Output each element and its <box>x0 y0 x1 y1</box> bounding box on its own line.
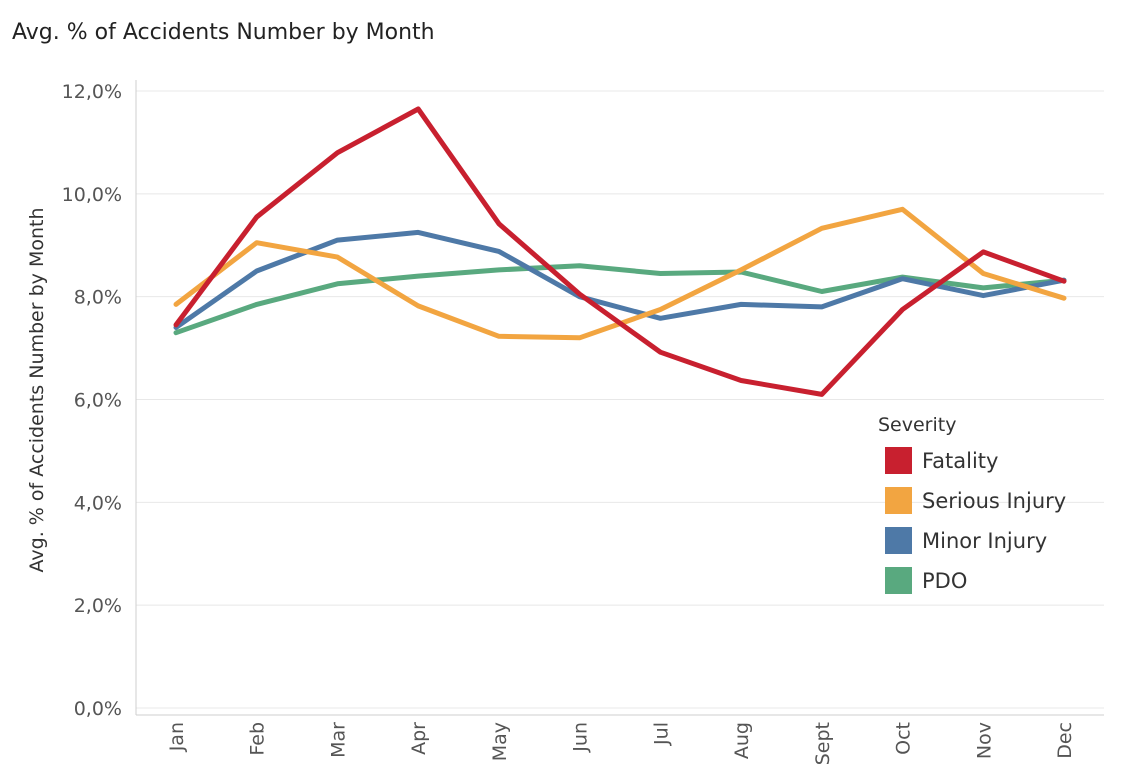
x-tick-label: Jul <box>650 722 672 746</box>
gridlines <box>136 90 1104 709</box>
x-tick-label: Oct <box>893 722 915 755</box>
legend-swatch <box>885 567 912 594</box>
x-tick-label: Aug <box>731 722 753 759</box>
x-tick-labels: Jan Feb Mar Apr May Jun Jul Aug Sept Oct Nov Dec <box>166 722 1076 765</box>
legend-item-pdo[interactable]: PDO <box>885 567 967 594</box>
series-lines <box>173 106 1067 397</box>
x-tick-label: Jun <box>570 722 592 753</box>
x-tick-label: Mar <box>327 722 349 758</box>
y-tick-label: 0,0% <box>74 698 122 720</box>
x-tick-label: Feb <box>247 722 269 756</box>
x-tick-label: Sept <box>812 722 834 765</box>
legend-item-serious-injury[interactable]: Serious Injury <box>885 487 1066 514</box>
y-axis-label: Avg. % of Accidents Number by Month <box>26 208 48 573</box>
legend-swatch <box>885 447 912 474</box>
y-tick-labels: 0,0% 2,0% 4,0% 6,0% 8,0% 10,0% 12,0% <box>62 81 122 720</box>
series-line-minor-injury[interactable] <box>173 229 1067 330</box>
series-line-pdo[interactable] <box>173 263 1067 336</box>
chart-title: Avg. % of Accidents Number by Month <box>12 20 435 45</box>
legend[interactable]: Severity Fatality Serious Injury Minor Inju… <box>878 414 1066 594</box>
x-tick-label: Dec <box>1054 722 1076 759</box>
legend-item-minor-injury[interactable]: Minor Injury <box>885 527 1047 554</box>
legend-label: PDO <box>922 569 967 593</box>
series-line-fatality[interactable] <box>173 106 1067 397</box>
legend-swatch <box>885 527 912 554</box>
legend-title: Severity <box>878 414 956 436</box>
y-tick-label: 6,0% <box>74 390 122 412</box>
legend-item-fatality[interactable]: Fatality <box>885 447 998 474</box>
y-tick-label: 4,0% <box>74 492 122 514</box>
legend-label: Minor Injury <box>922 529 1047 553</box>
y-tick-label: 12,0% <box>62 81 122 103</box>
y-tick-label: 2,0% <box>74 595 122 617</box>
legend-label: Fatality <box>922 449 998 473</box>
y-tick-label: 10,0% <box>62 184 122 206</box>
x-tick-label: Jan <box>166 722 188 752</box>
series-line-serious-injury[interactable] <box>173 206 1067 341</box>
x-tick-label: Apr <box>408 722 430 755</box>
x-tick-label: Nov <box>973 722 995 759</box>
legend-label: Serious Injury <box>922 489 1066 513</box>
x-tick-label: May <box>489 722 511 761</box>
y-tick-label: 8,0% <box>74 287 122 309</box>
axes <box>135 80 1104 716</box>
legend-swatch <box>885 487 912 514</box>
